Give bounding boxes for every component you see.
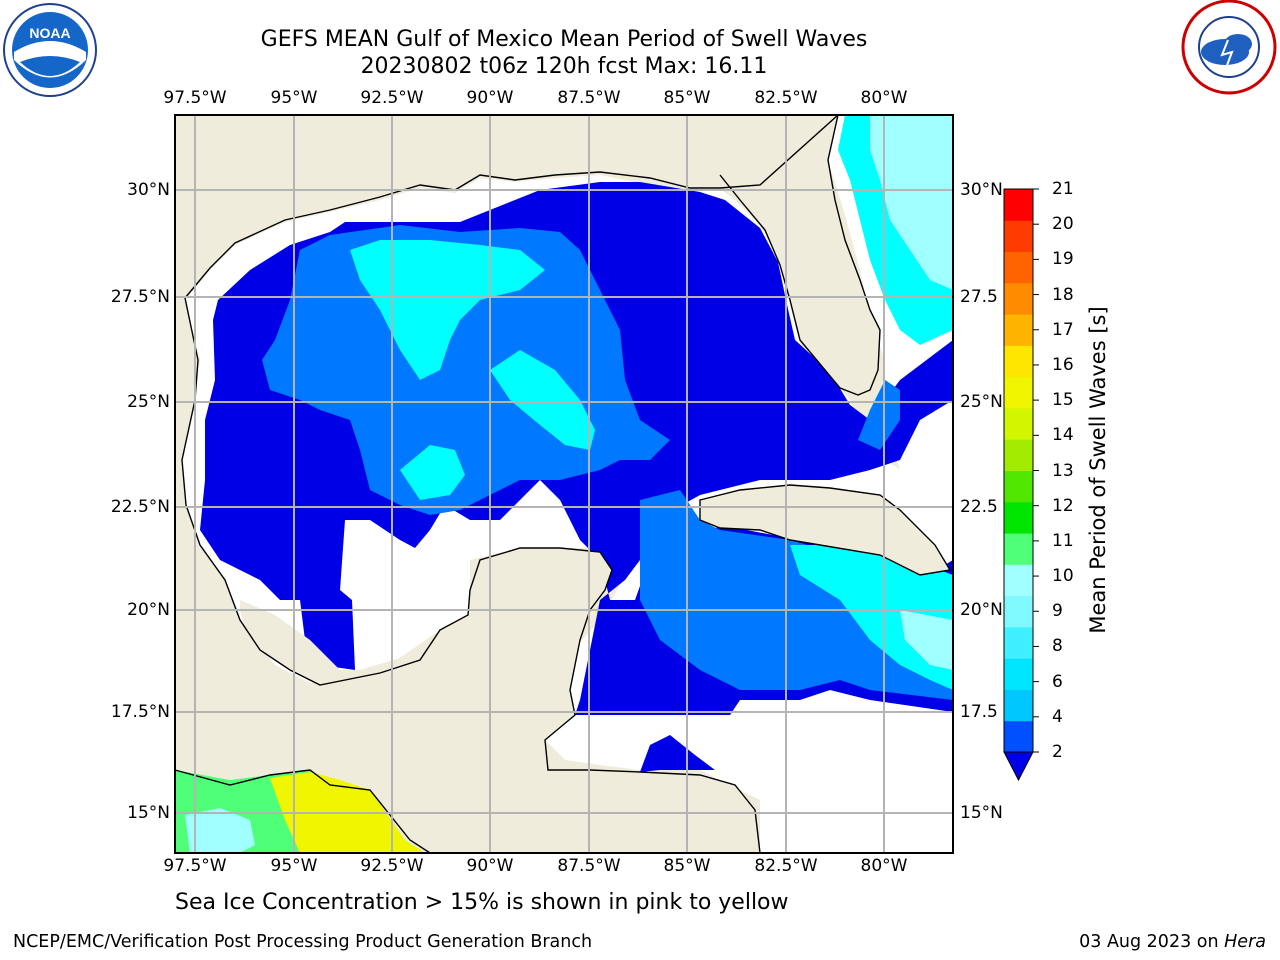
colorbar-tick-label: 4 — [1052, 706, 1063, 727]
colorbar-segment — [1004, 376, 1033, 409]
lon-tick-top: 87.5°W — [557, 88, 621, 108]
colorbar-segment — [1004, 501, 1033, 534]
field-lightcyan-caribbean — [900, 610, 953, 670]
field-mid-blue-florida — [858, 380, 900, 450]
colorbar-segment — [1004, 251, 1033, 284]
colorbar-segment — [1004, 345, 1033, 378]
colorbar-segment — [1004, 595, 1033, 628]
lon-tick-bottom: 87.5°W — [557, 856, 621, 876]
lat-tick-right: 20°N — [960, 600, 1003, 620]
field-cyan-loop — [490, 350, 595, 450]
map-title: GEFS MEAN Gulf of Mexico Mean Period of … — [260, 27, 868, 52]
lon-tick-top: 95°W — [270, 88, 318, 108]
coastlines — [174, 114, 952, 854]
field-cyan-bay — [400, 445, 465, 500]
colorbar-tick-label: 14 — [1052, 425, 1074, 446]
colorbar-tick-label: 12 — [1052, 495, 1074, 516]
colorbar-segment — [1004, 189, 1033, 221]
colorbar-tick-label: 15 — [1052, 390, 1074, 411]
field-lightcyan-atlantic — [870, 115, 953, 290]
land-yucatan — [175, 548, 760, 853]
colorbar-tick-label: 16 — [1052, 354, 1074, 375]
lat-tick-right: 22.5 — [960, 497, 998, 517]
host-name: Hera — [1224, 932, 1266, 952]
colorbar-tick-label: 11 — [1052, 530, 1074, 551]
colorbar-tick-label: 21 — [1052, 179, 1074, 199]
colorbar-segment — [1004, 689, 1033, 722]
gridlines — [175, 115, 953, 853]
lon-tick-bottom: 95°W — [270, 856, 318, 876]
lat-tick-left: 17.5°N — [110, 702, 170, 722]
lon-tick-top: 80°W — [860, 88, 908, 108]
pacific-lightcyan — [185, 808, 255, 853]
field-mid-blue-caribbean — [640, 490, 953, 700]
colorbar-tick-label: 6 — [1052, 671, 1063, 692]
colorbar-tick-label: 19 — [1052, 249, 1074, 270]
lat-tick-right: 27.5 — [960, 287, 998, 307]
colorbar-segment — [1004, 439, 1033, 471]
lat-tick-left: 30°N — [127, 180, 170, 200]
colorbar-tick-label: 8 — [1052, 636, 1063, 657]
colorbar-segment — [1004, 282, 1033, 315]
colorbar-underflow-arrow — [1003, 751, 1034, 782]
colorbar-segment — [1004, 720, 1033, 753]
land-north-coast — [175, 115, 838, 300]
lon-tick-bottom: 92.5°W — [360, 856, 424, 876]
colorbar-segment — [1004, 626, 1033, 659]
lon-tick-bottom: 85°W — [663, 856, 711, 876]
lat-tick-right: 25°N — [960, 392, 1003, 412]
lon-tick-top: 85°W — [663, 88, 711, 108]
lon-tick-bottom: 80°W — [860, 856, 908, 876]
colorbar-segment — [1004, 314, 1033, 346]
lat-tick-right: 30°N — [960, 180, 1003, 200]
land-mexico-west — [175, 300, 240, 700]
noaa-logo-text: NOAA — [29, 25, 70, 41]
nws-logo — [1181, 0, 1277, 95]
lon-tick-bottom: 97.5°W — [163, 856, 227, 876]
colorbar-segment — [1004, 564, 1033, 597]
lat-tick-left: 22.5°N — [110, 497, 170, 517]
sea-ice-note: Sea Ice Concentration > 15% is shown in … — [175, 890, 789, 915]
noaa-logo: NOAA — [3, 3, 97, 97]
lon-tick-top: 82.5°W — [754, 88, 818, 108]
colorbar-tick-label: 18 — [1052, 284, 1074, 305]
lon-tick-top: 92.5°W — [360, 88, 424, 108]
colorbar-segment — [1004, 658, 1033, 690]
lon-tick-bottom: 90°W — [466, 856, 514, 876]
colorbar-segment — [1004, 407, 1033, 440]
colorbar-tick-label: 10 — [1052, 566, 1074, 587]
colorbar — [1003, 188, 1039, 782]
colorbar-label: Mean Period of Swell Waves [s] — [1086, 306, 1110, 634]
colorbar-tick-label: 9 — [1052, 601, 1063, 622]
lon-tick-bottom: 82.5°W — [754, 856, 818, 876]
producer-credit: NCEP/EMC/Verification Post Processing Pr… — [13, 932, 593, 952]
lon-tick-top: 97.5°W — [163, 88, 227, 108]
colorbar-tick-label: 2 — [1052, 742, 1063, 762]
colorbar-tick-label: 20 — [1052, 214, 1074, 235]
lon-tick-top: 90°W — [466, 88, 514, 108]
lat-tick-left: 15°N — [127, 803, 170, 823]
lat-tick-left: 20°N — [127, 600, 170, 620]
colorbar-segment — [1004, 220, 1033, 253]
lat-tick-left: 27.5°N — [110, 287, 170, 307]
colorbar-segment — [1004, 470, 1033, 503]
colorbar-tick-label: 13 — [1052, 460, 1074, 481]
run-date-credit: 03 Aug 2023 on Hera — [1079, 932, 1266, 952]
map-subtitle: 20230802 t06z 120h fcst Max: 16.11 — [360, 54, 768, 79]
run-date: 03 Aug 2023 on — [1079, 932, 1225, 952]
colorbar-tick-label: 17 — [1052, 319, 1074, 340]
field-cyan-caribbean — [790, 545, 953, 690]
field-cyan-central — [350, 240, 545, 380]
lat-tick-right: 15°N — [960, 803, 1003, 823]
field-deep-blue-south — [640, 735, 715, 772]
map-frame — [174, 114, 954, 854]
lat-tick-left: 25°N — [127, 392, 170, 412]
lat-tick-right: 17.5 — [960, 702, 998, 722]
colorbar-segment — [1004, 533, 1033, 565]
